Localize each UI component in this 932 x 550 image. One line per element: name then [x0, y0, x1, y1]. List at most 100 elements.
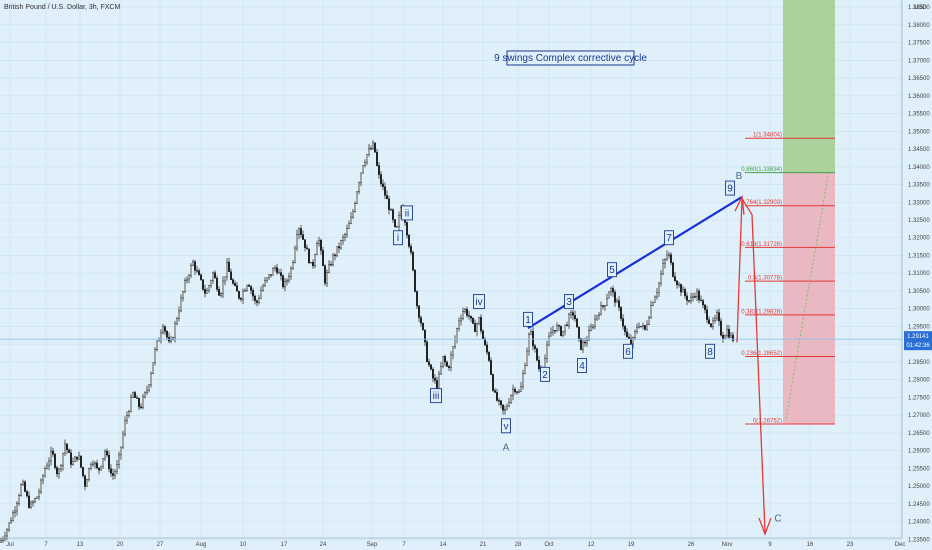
candle-body — [652, 302, 655, 306]
candle-body — [554, 330, 557, 332]
annotation-box — [506, 50, 635, 66]
candle-body — [462, 311, 465, 319]
candle-body — [700, 299, 703, 302]
candle-body — [386, 195, 389, 200]
chart-title: British Pound / U.S. Dollar, 3h, FXCM — [4, 4, 121, 11]
candle-body — [478, 317, 481, 325]
candle-body — [85, 479, 88, 487]
candle-body — [614, 291, 617, 303]
y-tick-label: 1.36500 — [908, 76, 930, 82]
candle-body — [40, 479, 43, 493]
y-tick-label: 1.33000 — [908, 200, 930, 206]
candle-body — [52, 450, 55, 455]
candle-body — [358, 182, 361, 193]
candle-body — [498, 400, 501, 402]
candle-body — [50, 450, 53, 462]
candle-body — [354, 203, 357, 212]
candle-body — [67, 449, 70, 453]
candle-body — [350, 216, 353, 224]
candle-body — [650, 305, 653, 318]
candle-body — [524, 365, 527, 374]
candle-body — [598, 314, 601, 316]
candle-body — [432, 369, 435, 379]
y-tick-label: 1.24000 — [908, 520, 930, 526]
wave-label: 1 — [525, 315, 531, 326]
candle-body — [145, 389, 148, 393]
candle-body — [710, 323, 713, 327]
candle-body — [414, 269, 417, 292]
candle-body — [123, 420, 126, 435]
candle-body — [18, 495, 21, 504]
arrow-head-up — [734, 194, 745, 215]
annotation-text: 9 swings Complex corrective cycle — [494, 53, 647, 64]
candle-body — [362, 165, 365, 174]
candle-body — [54, 454, 57, 468]
y-tick-label: 1.34000 — [908, 165, 930, 171]
candle-body — [334, 254, 337, 256]
candle-body — [494, 390, 497, 393]
candle-body — [38, 491, 41, 498]
y-tick-label: 1.27000 — [908, 413, 930, 419]
candle-body — [34, 498, 37, 503]
candle-body — [546, 344, 549, 359]
candle-body — [189, 265, 192, 276]
candle-body — [666, 254, 669, 260]
y-tick-label: 1.31000 — [908, 271, 930, 277]
candle-body — [608, 291, 611, 299]
y-tick-label: 1.30500 — [908, 289, 930, 295]
candle-body — [562, 330, 565, 336]
candle-body — [81, 466, 84, 477]
candle-body — [147, 384, 150, 391]
candle-body — [516, 391, 519, 393]
wave-label-box — [393, 230, 403, 246]
candle-body — [0, 540, 2, 543]
candle-body — [105, 450, 108, 456]
candle-body — [442, 356, 445, 367]
candle-body — [209, 280, 212, 286]
candle-body — [137, 398, 140, 408]
candle-body — [530, 331, 533, 335]
y-tick-label: 1.29500 — [908, 324, 930, 330]
candle-body — [30, 502, 33, 508]
x-tick-label: 28 — [515, 542, 522, 548]
candle-body — [129, 396, 132, 412]
candle-body — [714, 317, 717, 321]
wave-label: 4 — [579, 361, 585, 372]
candle-body — [99, 465, 102, 471]
candle-body — [592, 326, 595, 328]
candle-body — [211, 272, 214, 282]
x-tick-label: 23 — [847, 542, 854, 548]
candle-body — [199, 274, 202, 280]
candle-body — [91, 463, 94, 465]
candle-body — [396, 226, 399, 228]
candle-body — [308, 248, 311, 263]
candle-body — [692, 296, 695, 298]
candle-body — [636, 327, 639, 332]
candle-body — [87, 467, 90, 480]
candle-body — [258, 297, 261, 303]
candle-body — [181, 291, 184, 299]
candle-body — [526, 350, 529, 366]
candle-body — [282, 275, 285, 288]
x-tick-label: 12 — [588, 542, 595, 548]
candle-body — [249, 286, 252, 291]
candle-body — [662, 263, 665, 275]
candle-body — [672, 262, 675, 277]
candle-body — [42, 475, 45, 481]
y-tick-label: 1.38500 — [908, 5, 930, 11]
candle-body — [11, 512, 14, 521]
candle-body — [155, 340, 158, 350]
wave-label: 7 — [666, 233, 672, 244]
candle-body — [534, 345, 537, 349]
fib-level-label: 0(1.26752) — [753, 418, 782, 424]
candle-body — [280, 272, 283, 276]
candle-body — [36, 496, 39, 499]
candle-body — [131, 392, 134, 398]
candle-body — [161, 326, 164, 334]
candle-body — [22, 481, 25, 485]
candle-body — [510, 395, 513, 403]
y-tick-label: 1.30000 — [908, 307, 930, 313]
candle-body — [169, 339, 172, 342]
candle-body — [520, 386, 523, 392]
